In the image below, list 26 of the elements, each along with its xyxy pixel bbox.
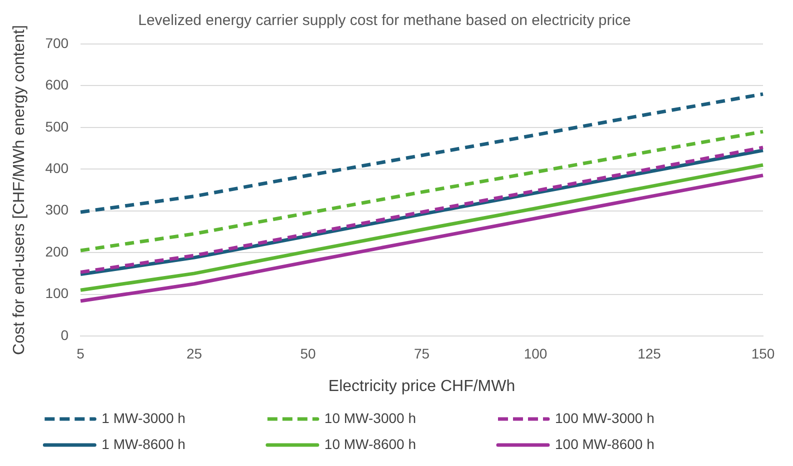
legend-label: 1 MW-8600 h [102, 436, 256, 452]
x-tick-label: 150 [751, 345, 775, 362]
y-tick-label: 600 [45, 76, 69, 93]
y-tick-label: 700 [45, 34, 69, 51]
legend-label: 100 MW-3000 h [555, 410, 724, 426]
y-tick-label: 0 [60, 326, 69, 343]
chart-title: Levelized energy carrier supply cost for methane based on electricity price [138, 12, 631, 30]
y-tick-label: 500 [45, 118, 69, 134]
x-tick-label: 100 [524, 345, 548, 362]
y-tick-label: 300 [45, 202, 69, 218]
y-axis-title: Cost for end-users [CHF/MWh energy content] [11, 25, 28, 355]
line-series [78, 130, 765, 252]
legend-label: 10 MW-8600 h [324, 436, 486, 452]
x-tick-label: 125 [638, 345, 662, 362]
x-tick-label: 75 [414, 345, 430, 362]
x-tick-label: 25 [186, 345, 202, 362]
legend-label: 10 MW-3000 h [324, 410, 486, 426]
line-series [78, 92, 765, 214]
x-axis-title: Electricity price CHF/MWh [328, 378, 516, 395]
y-tick-label: 200 [45, 243, 69, 260]
x-tick-label: 50 [300, 345, 316, 362]
legend-label: 100 MW-8600 h [555, 436, 724, 452]
legend-label: 1 MW-3000 h [102, 410, 256, 426]
y-tick-label: 100 [45, 285, 69, 302]
x-tick-label: 5 [76, 345, 85, 362]
y-tick-label: 400 [45, 160, 69, 176]
